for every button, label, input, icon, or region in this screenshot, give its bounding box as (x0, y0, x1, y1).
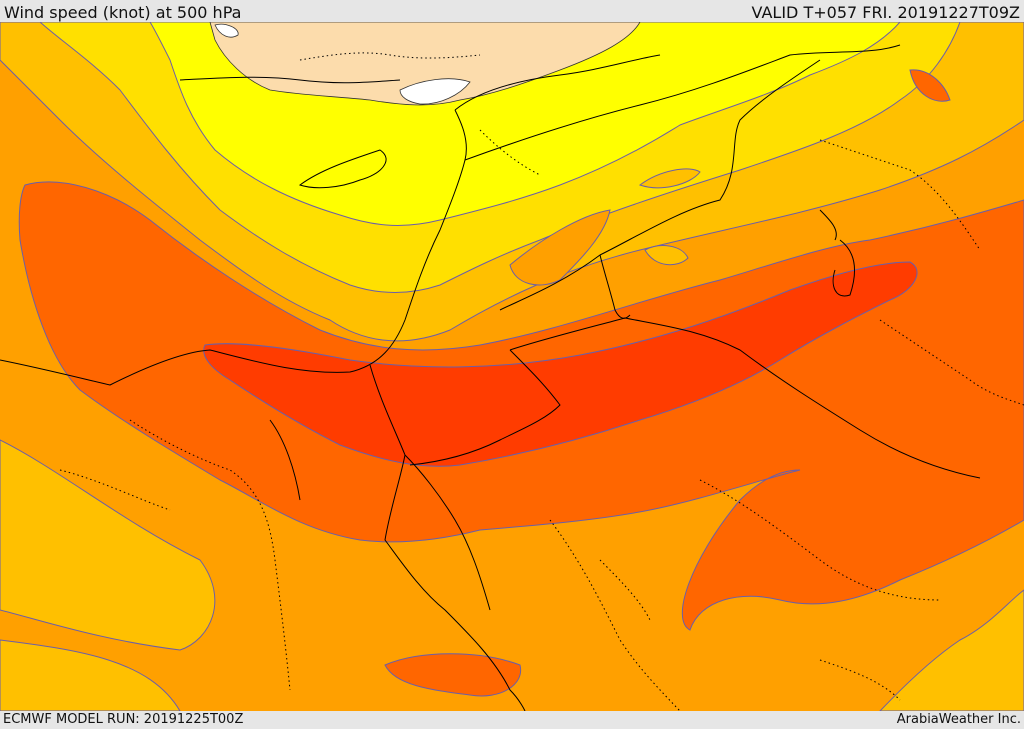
credit: ArabiaWeather Inc. (896, 712, 1021, 727)
sea-white-patch-2 (214, 23, 239, 38)
wind-speed-map (0, 22, 1024, 711)
band-lower-left (0, 439, 216, 651)
sea-white-patch (399, 78, 471, 105)
country-borders (0, 44, 981, 711)
footer-bar: ECMWF MODEL RUN: 20191225T00Z ArabiaWeat… (0, 711, 1024, 729)
band-bottom-right (879, 589, 1024, 711)
map-title: Wind speed (knot) at 500 hPa (4, 3, 242, 22)
contour-island-4 (384, 653, 522, 697)
land-north (209, 22, 641, 106)
model-run: ECMWF MODEL RUN: 20191225T00Z (3, 712, 244, 727)
header-bar: Wind speed (knot) at 500 hPa VALID T+057… (0, 0, 1024, 22)
contour-island-1 (638, 168, 701, 189)
band-jet-core (203, 261, 918, 467)
valid-time: VALID T+057 FRI. 20191227T09Z (751, 3, 1020, 22)
contour-island-3 (509, 209, 611, 286)
band-bottom-left (0, 639, 181, 711)
contour-island-5 (909, 69, 951, 102)
contour-island-2 (644, 245, 689, 266)
internal-boundaries (59, 52, 1024, 711)
